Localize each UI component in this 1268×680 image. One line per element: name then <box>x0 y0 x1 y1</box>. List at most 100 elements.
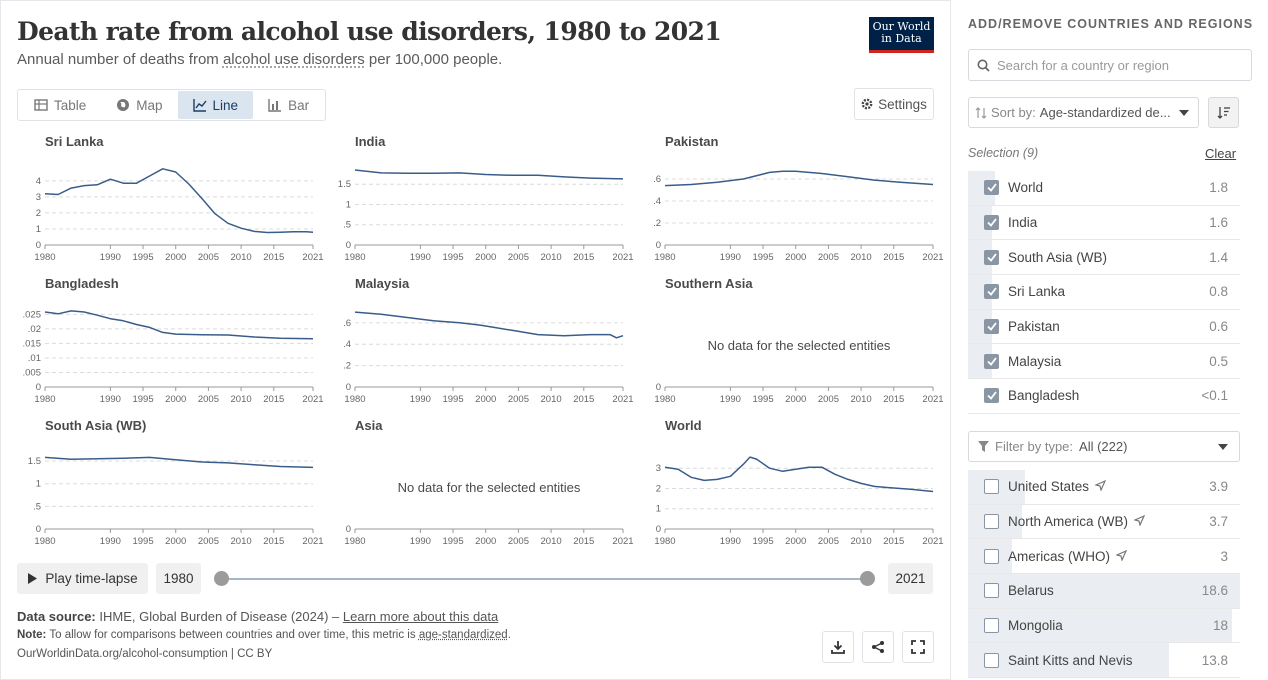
entity-name: United States <box>1008 479 1107 494</box>
tab-line-label: Line <box>212 97 239 113</box>
entity-row[interactable]: North America (WB) 3.7 <box>968 504 1240 540</box>
search-box[interactable] <box>968 49 1252 81</box>
entity-checkbox[interactable] <box>984 353 999 369</box>
y-tick-label: 1 <box>656 504 661 515</box>
entity-checkbox[interactable] <box>984 514 999 530</box>
entity-row[interactable]: Sri Lanka 0.8 <box>968 275 1240 310</box>
clear-selection-button[interactable]: Clear <box>1205 146 1237 161</box>
x-tick-label: 2015 <box>883 536 904 547</box>
entity-checkbox[interactable] <box>984 479 999 495</box>
play-timelapse-button[interactable]: Play time-lapse <box>17 563 148 594</box>
search-input[interactable] <box>997 57 1237 73</box>
entity-row[interactable]: United States 3.9 <box>968 470 1240 505</box>
y-tick-label: .2 <box>653 218 661 229</box>
timeline-start-handle[interactable] <box>214 571 229 586</box>
sort-order-button[interactable] <box>1208 97 1239 128</box>
selected-entities-list: World 1.8 India 1.6 South Asia (WB) 1.4 Sri La… <box>968 171 1240 414</box>
x-tick-label: 1980 <box>344 394 365 405</box>
entity-row[interactable]: South Asia (WB) 1.4 <box>968 240 1240 276</box>
x-tick-label: 1995 <box>752 536 773 547</box>
entity-checkbox[interactable] <box>984 548 999 564</box>
entity-row[interactable]: Belarus 18.6 <box>968 574 1240 609</box>
x-tick-label: 1980 <box>654 252 675 263</box>
note: Note: To allow for comparisons between c… <box>17 629 511 641</box>
selection-count: Selection (9) <box>968 146 1039 160</box>
checkmark-icon <box>986 287 997 297</box>
sort-by-select[interactable]: Sort by: Age-standardized de... <box>968 97 1199 128</box>
age-standardized-link[interactable]: age-standardized <box>418 629 508 641</box>
x-tick-label: 2000 <box>475 536 496 547</box>
entity-checkbox[interactable] <box>984 583 999 599</box>
x-tick-label: 1990 <box>410 536 431 547</box>
share-button[interactable] <box>862 631 894 663</box>
sidebar-title: ADD/REMOVE COUNTRIES AND REGIONS <box>968 17 1254 31</box>
x-tick-label: 1995 <box>442 252 463 263</box>
entity-row[interactable]: Bangladesh <0.1 <box>968 379 1240 414</box>
filter-icon <box>978 441 989 452</box>
entity-checkbox[interactable] <box>984 319 999 335</box>
entity-checkbox[interactable] <box>984 388 999 404</box>
series-line-india <box>354 169 624 180</box>
x-tick-label: 2021 <box>922 394 943 405</box>
entity-checkbox[interactable] <box>984 618 999 634</box>
panel-title-bangladesh: Bangladesh <box>45 276 119 291</box>
x-tick-label: 1995 <box>132 252 153 263</box>
entity-row[interactable]: Saint Kitts and Nevis 13.8 <box>968 643 1240 679</box>
y-tick-label: 0 <box>346 524 351 535</box>
entity-value: 3.7 <box>1209 514 1228 530</box>
subtitle-link[interactable]: alcohol use disorders <box>222 51 365 68</box>
entity-value: 1.6 <box>1209 215 1228 231</box>
expand-icon <box>911 640 925 654</box>
x-tick-label: 1990 <box>410 394 431 405</box>
globe-icon <box>117 99 130 111</box>
x-tick-label: 1980 <box>344 536 365 547</box>
series-line-world <box>664 456 934 493</box>
entity-row[interactable]: Mongolia 18 <box>968 608 1240 644</box>
learn-more-link[interactable]: Learn more about this data <box>342 609 499 624</box>
entity-row[interactable]: Americas (WHO) 3 <box>968 539 1240 575</box>
end-year[interactable]: 2021 <box>888 563 933 594</box>
filter-by-type-select[interactable]: Filter by type: All (222) <box>968 431 1240 462</box>
entity-checkbox[interactable] <box>984 215 999 231</box>
entity-checkbox[interactable] <box>984 180 999 196</box>
y-tick-label: .01 <box>28 353 41 364</box>
entity-row[interactable]: India 1.6 <box>968 205 1240 241</box>
owid-logo[interactable]: Our World in Data <box>869 17 934 53</box>
timeline-track[interactable] <box>221 578 868 580</box>
x-tick-label: 1990 <box>720 394 741 405</box>
y-tick-label: 1 <box>346 199 351 210</box>
tab-line[interactable]: Line <box>177 91 254 119</box>
series-line-bangladesh <box>44 310 314 340</box>
entity-name: Pakistan <box>1008 319 1060 334</box>
entity-name-text: Saint Kitts and Nevis <box>1008 652 1133 668</box>
entity-checkbox[interactable] <box>984 652 999 668</box>
note-label: Note: <box>17 629 47 641</box>
x-tick-label: 2000 <box>165 394 186 405</box>
entity-checkbox[interactable] <box>984 249 999 265</box>
license[interactable]: OurWorldinData.org/alcohol-consumption |… <box>17 648 273 660</box>
tab-map[interactable]: Map <box>101 91 177 119</box>
timeline-end-handle[interactable] <box>860 571 875 586</box>
settings-button[interactable]: Settings <box>854 88 934 120</box>
fullscreen-button[interactable] <box>902 631 934 663</box>
checkmark-icon <box>986 357 997 366</box>
entity-checkbox[interactable] <box>984 284 999 300</box>
tab-table[interactable]: Table <box>19 91 101 119</box>
start-year[interactable]: 1980 <box>156 563 201 594</box>
series-line-malaysia <box>354 311 624 339</box>
x-tick-label: 2010 <box>541 536 562 547</box>
download-button[interactable] <box>822 631 854 663</box>
tab-bar[interactable]: Bar <box>253 91 324 119</box>
location-arrow-icon <box>1094 479 1107 494</box>
y-tick-label: .6 <box>653 174 661 185</box>
y-tick-label: 0 <box>656 524 661 535</box>
page-subtitle: Annual number of deaths from alcohol use… <box>17 51 502 68</box>
entity-row[interactable]: World 1.8 <box>968 171 1240 206</box>
entity-name: Mongolia <box>1008 618 1063 633</box>
entity-row[interactable]: Pakistan 0.6 <box>968 309 1240 345</box>
x-tick-label: 1980 <box>344 252 365 263</box>
y-tick-label: .005 <box>23 367 42 378</box>
x-tick-label: 1980 <box>34 394 55 405</box>
entity-row[interactable]: Malaysia 0.5 <box>968 344 1240 380</box>
entity-selector-panel: ADD/REMOVE COUNTRIES AND REGIONS Sort by… <box>950 0 1268 680</box>
